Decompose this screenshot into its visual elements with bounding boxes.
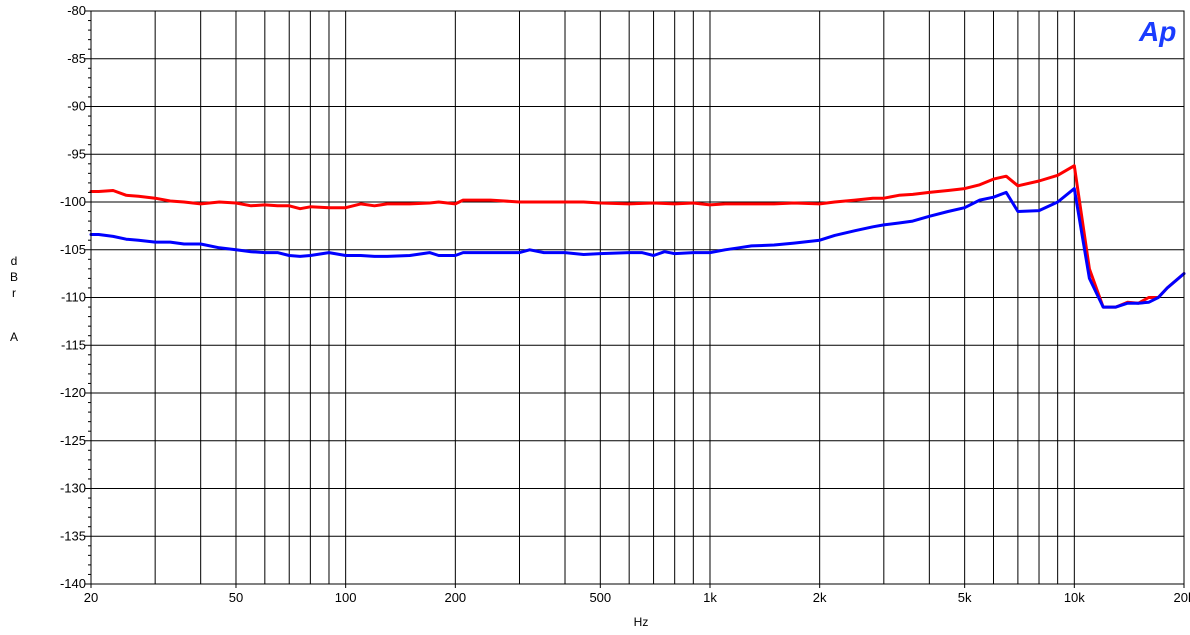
series-line-1 [89,164,1186,309]
x-tick-label: 20k [1174,590,1190,605]
y-tick-label: -140 [60,576,86,591]
grid [91,11,1184,584]
y-axis-label-d: d [11,254,18,268]
series-lines [89,164,1186,309]
y-tick-label: -115 [61,337,86,352]
x-tick-label: 1k [703,590,717,605]
x-tick-label: 500 [589,590,611,605]
y-tick-label: -135 [60,528,86,543]
y-tick-label: -100 [60,194,86,209]
y-tick-label: -120 [60,385,86,400]
y-axis-label-a: A [10,330,18,344]
y-tick-label: -90 [67,99,86,114]
x-tick-label: 100 [335,590,357,605]
x-tick-label: 5k [958,590,972,605]
y-tick-label: -125 [60,433,86,448]
x-tick-label: 50 [229,590,243,605]
ap-logo: Ap [1138,16,1176,47]
x-tick-label: 2k [813,590,827,605]
y-axis-ticks: -80 -85 -90 -95 -100 -105 -110 -115 -120 -125 -130… [60,3,91,591]
y-tick-label: -130 [60,481,86,496]
x-tick-label: 10k [1064,590,1085,605]
y-tick-label: -110 [61,290,86,305]
y-tick-label: -80 [67,3,86,18]
x-axis-ticks: 20 50 100 200 500 1k 2k 5k 10k 20k [84,584,1190,605]
y-axis-label-r: r [12,286,16,300]
series-line-2 [89,187,1186,309]
x-axis-label: Hz [634,615,649,629]
y-tick-label: -85 [67,51,86,66]
y-tick-label: -105 [60,242,86,257]
x-tick-label: 200 [444,590,466,605]
y-axis-label-b: B [10,270,18,284]
x-tick-label: 20 [84,590,98,605]
y-tick-label: -95 [67,146,86,161]
